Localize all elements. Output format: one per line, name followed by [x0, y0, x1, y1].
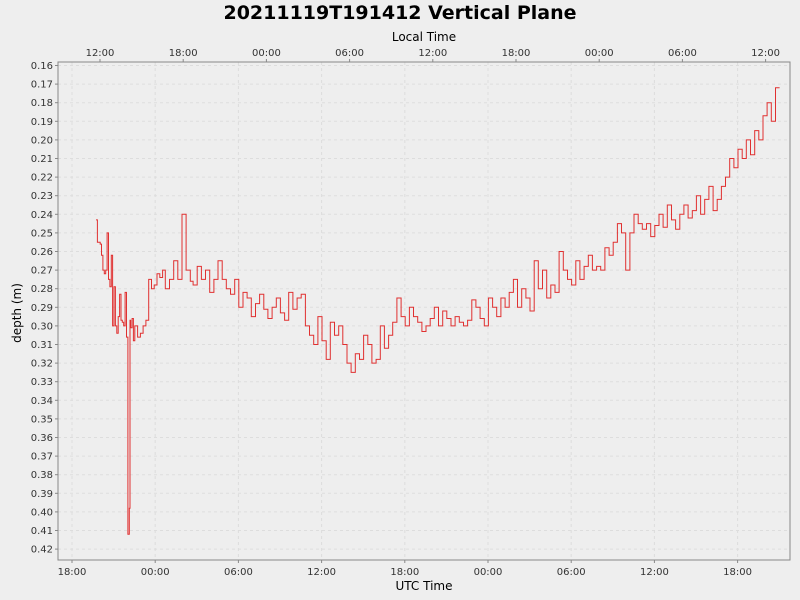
x2-tick-label: 12:00	[751, 48, 780, 59]
y-tick-label: 0.39	[31, 489, 53, 500]
y-axis-title: depth (m)	[10, 283, 24, 343]
y-tick-label: 0.28	[31, 284, 53, 295]
y-tick-label: 0.31	[31, 340, 53, 351]
x2-tick-label: 12:00	[86, 48, 115, 59]
y-tick-label: 0.35	[31, 414, 53, 425]
y-tick-label: 0.26	[31, 247, 53, 258]
y-tick-label: 0.27	[31, 266, 53, 277]
y-axis-ticks: 0.16 0.17 0.18 0.19 0.20 0.21 0.22 0.23 0.24 0.25…	[31, 61, 58, 556]
y-tick-label: 0.33	[31, 377, 53, 388]
x-tick-label: 06:00	[224, 567, 253, 578]
x-tick-label: 00:00	[141, 567, 170, 578]
x-tick-label: 18:00	[723, 567, 752, 578]
x-tick-label: 12:00	[307, 567, 336, 578]
x2-tick-label: 06:00	[335, 48, 364, 59]
y-tick-label: 0.37	[31, 452, 53, 463]
x-tick-label: 06:00	[557, 567, 586, 578]
y-tick-label: 0.30	[31, 321, 53, 332]
y-tick-label: 0.40	[31, 507, 53, 518]
y-tick-label: 0.18	[31, 98, 53, 109]
series-line	[96, 87, 780, 535]
x2-tick-label: 06:00	[668, 48, 697, 59]
x-axis-ticks: 18:00 00:00 06:00 12:00 18:00 00:00 06:00 12:00…	[58, 560, 752, 578]
x-tick-label: 00:00	[474, 567, 503, 578]
x-tick-label: 12:00	[640, 567, 669, 578]
y-tick-label: 0.24	[31, 210, 53, 221]
y-tick-label: 0.21	[31, 154, 53, 165]
x2-tick-label: 00:00	[585, 48, 614, 59]
x2-tick-label: 18:00	[502, 48, 531, 59]
x2-tick-label: 12:00	[418, 48, 447, 59]
x2-axis-ticks: 12:00 18:00 00:00 06:00 12:00 18:00 00:00 06:00…	[86, 48, 780, 62]
y-tick-label: 0.32	[31, 359, 53, 370]
y-tick-label: 0.20	[31, 135, 53, 146]
y-tick-label: 0.23	[31, 191, 53, 202]
y-tick-label: 0.36	[31, 433, 53, 444]
y-tick-label: 0.41	[31, 526, 53, 537]
y-tick-label: 0.22	[31, 173, 53, 184]
x-tick-label: 18:00	[58, 567, 87, 578]
x2-tick-label: 18:00	[169, 48, 198, 59]
y-tick-label: 0.42	[31, 545, 53, 556]
x2-tick-label: 00:00	[252, 48, 281, 59]
y-tick-label: 0.19	[31, 117, 53, 128]
x2-axis-title: Local Time	[392, 30, 456, 44]
y-tick-label: 0.38	[31, 470, 53, 481]
chart-title: 20211119T191412 Vertical Plane	[223, 2, 577, 24]
x-tick-label: 18:00	[390, 567, 419, 578]
grid	[58, 62, 790, 560]
y-tick-label: 0.34	[31, 396, 53, 407]
y-tick-label: 0.17	[31, 80, 53, 91]
y-tick-label: 0.16	[31, 61, 53, 72]
y-tick-label: 0.29	[31, 303, 53, 314]
x-axis-title: UTC Time	[396, 579, 453, 593]
y-tick-label: 0.25	[31, 228, 53, 239]
plot-frame	[57, 61, 791, 561]
